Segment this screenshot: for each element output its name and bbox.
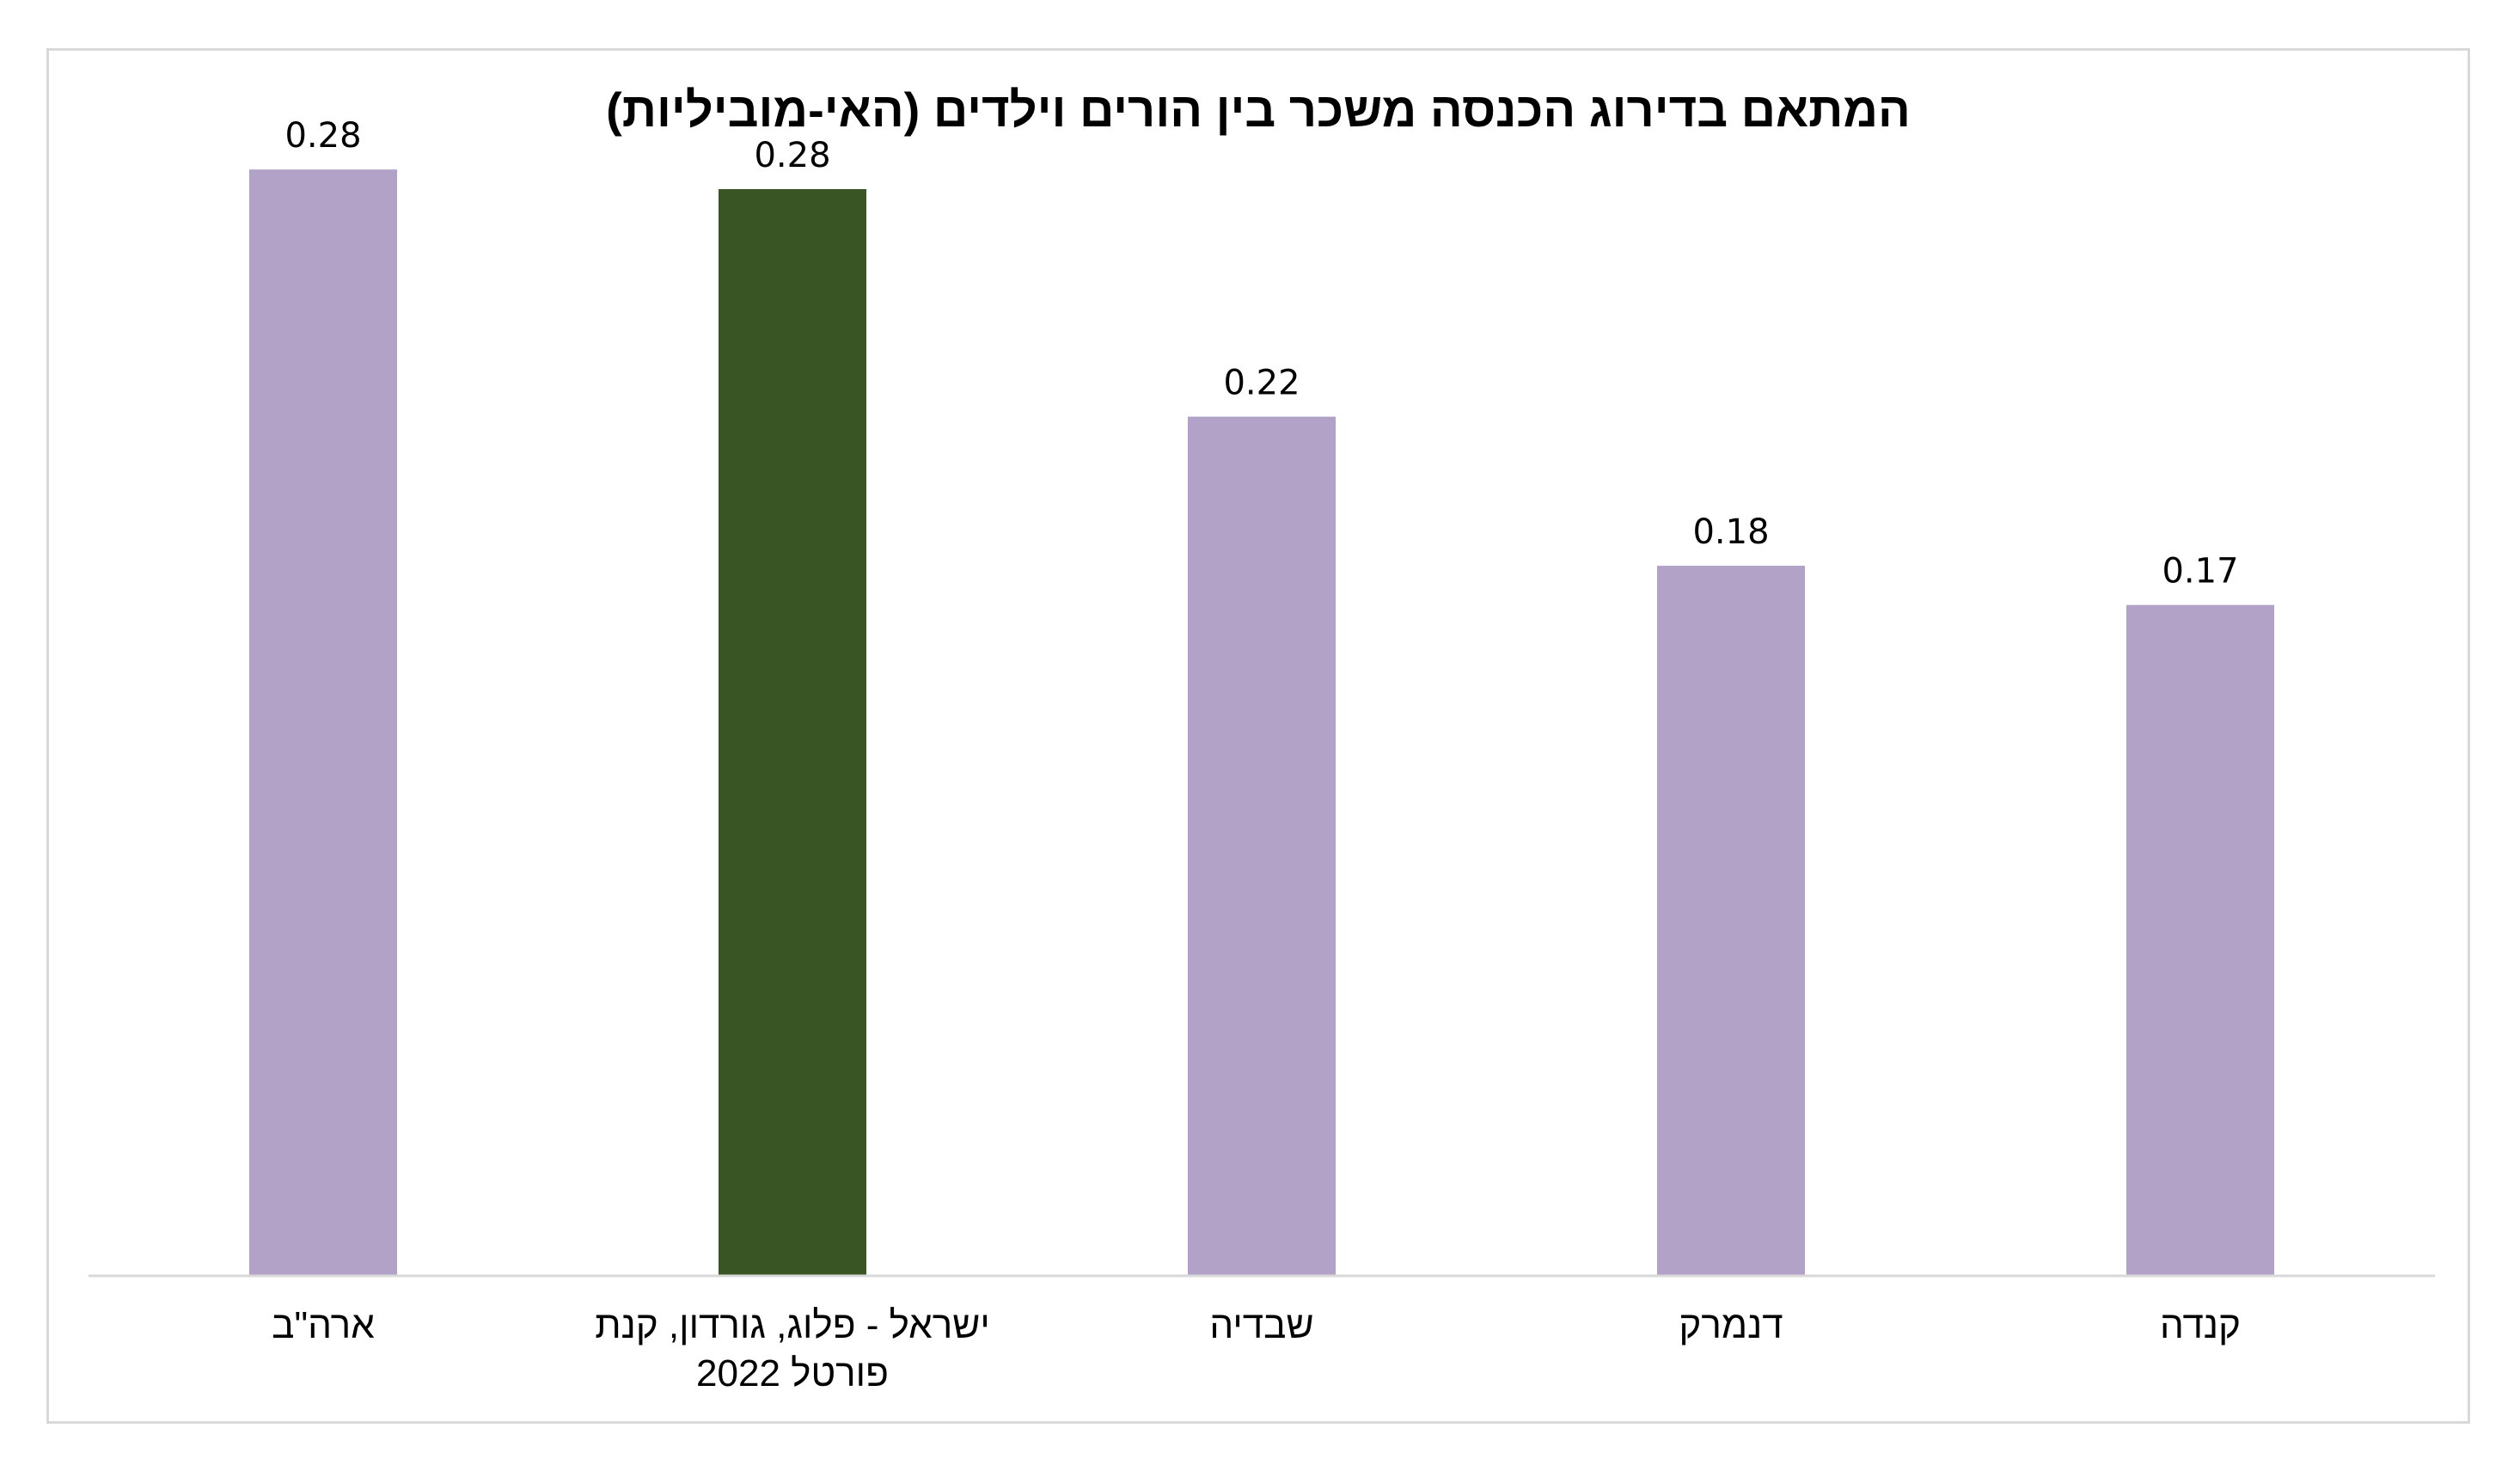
bars-layer — [249, 169, 2274, 1276]
category-labels-layer: קנדה דנמרק שבדיה ישראל - פלוג, גורדון, קנת פ… — [272, 1304, 2241, 1395]
bar-3 — [719, 188, 866, 1276]
category-label-3-line-1: פורטל 2022 — [696, 1352, 889, 1395]
value-label-2: 0.22 — [1223, 364, 1300, 403]
bar-0 — [2126, 604, 2274, 1276]
bar-4 — [249, 169, 397, 1276]
value-label-3: 0.28 — [754, 136, 830, 175]
category-label-3-line-0: ישראל - פלוג, גורדון, קנת — [595, 1304, 990, 1346]
category-label-4: ארה"ב — [272, 1304, 375, 1346]
value-label-4: 0.28 — [284, 116, 361, 156]
category-label-2: שבדיה — [1209, 1304, 1313, 1346]
chart-title: המתאם בדירוג הכנסה משכר בין הורים וילדים… — [606, 83, 1911, 137]
value-label-0: 0.17 — [2162, 552, 2238, 592]
bar-chart: המתאם בדירוג הכנסה משכר בין הורים וילדים… — [89, 83, 2435, 1395]
bar-1 — [1657, 566, 1805, 1276]
value-label-1: 0.18 — [1692, 512, 1769, 552]
category-label-0: קנדה — [2160, 1304, 2241, 1346]
bar-2 — [1188, 416, 1336, 1276]
chart-frame: המתאם בדירוג הכנסה משכר בין הורים וילדים… — [46, 48, 2470, 1424]
category-label-1: דנמרק — [1679, 1304, 1783, 1346]
value-labels-layer: 0.17 0.18 0.22 0.28 0.28 — [284, 116, 2238, 592]
